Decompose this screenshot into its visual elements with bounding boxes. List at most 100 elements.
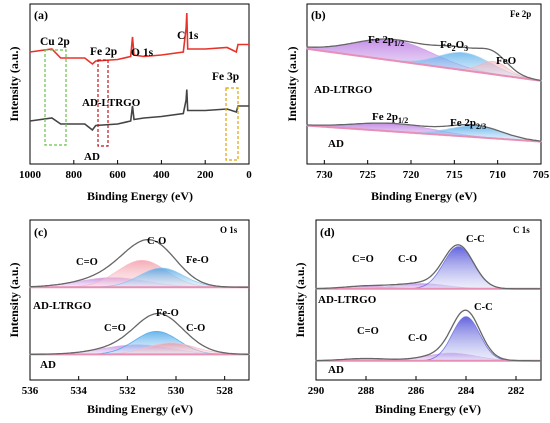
panel-d-frame bbox=[315, 219, 542, 381]
ann-b-feo: FeO bbox=[496, 55, 517, 67]
ann-d-co-top: C-O bbox=[398, 254, 417, 265]
fe3p-region-box bbox=[225, 87, 239, 161]
panel-b: (b) Fe 2p 730 725 720 715 710 705 Fe 2p1/2 Fe… bbox=[285, 3, 550, 203]
fit-baseline bbox=[306, 47, 542, 82]
panel-b-top-fit bbox=[306, 38, 542, 82]
ann-b-fe2p23: Fe 2p2/3 bbox=[450, 117, 486, 131]
x-tick-label: 530 bbox=[168, 385, 185, 397]
x-tick-label: 0 bbox=[246, 169, 252, 181]
panel-d-xlabel: Binding Energy (eV) bbox=[375, 402, 481, 416]
ann-c-ad: AD bbox=[40, 359, 56, 371]
fit-envelope bbox=[315, 244, 541, 290]
series-line-ad-ltrgo bbox=[29, 12, 249, 66]
x-tick-label: 725 bbox=[359, 169, 376, 181]
x-tick-label: 532 bbox=[119, 385, 136, 397]
panel-b-x-ticks: 730 725 720 715 710 705 bbox=[316, 160, 550, 181]
panel-a-label: (a) bbox=[34, 8, 48, 22]
x-tick-label: 284 bbox=[458, 385, 475, 397]
x-tick-label: 400 bbox=[153, 169, 170, 181]
panel-c-bottom-fit bbox=[29, 312, 250, 356]
series-line-ad bbox=[29, 89, 249, 132]
panel-c-title: O 1s bbox=[220, 225, 238, 235]
ann-fe3p: Fe 3p bbox=[212, 71, 239, 83]
fit-baseline bbox=[306, 124, 542, 143]
ann-d-co-bot: C-O bbox=[408, 333, 427, 344]
ann-ad: AD bbox=[84, 151, 100, 163]
panel-d-title: C 1s bbox=[513, 225, 530, 235]
ann-c-ad-ltrgo: AD-LTRGO bbox=[33, 300, 92, 312]
x-tick-label: 600 bbox=[109, 169, 126, 181]
panel-c-frame bbox=[29, 219, 250, 381]
panel-c-xlabel: Binding Energy (eV) bbox=[87, 402, 193, 416]
x-tick-label: 200 bbox=[197, 169, 214, 181]
panel-b-title: Fe 2p bbox=[510, 9, 531, 19]
panel-d-ylabel: Intensity (a.u.) bbox=[293, 262, 307, 337]
ann-b-ad-ltrgo: AD-LTRGO bbox=[314, 84, 373, 96]
panel-c-top-fit bbox=[29, 238, 249, 289]
x-tick-label: 705 bbox=[533, 169, 550, 181]
panel-a-xlabel: Binding Energy (eV) bbox=[87, 189, 193, 203]
ann-c-feo-top: Fe-O bbox=[186, 255, 209, 266]
ann-d-cc-bot: C-C bbox=[474, 302, 493, 313]
panel-a: (a) 1000 800 600 400 200 0 Cu 2p Fe 2p O 1s C… bbox=[7, 3, 252, 203]
fit-envelope bbox=[30, 312, 249, 355]
ann-d-ad-ltrgo: AD-LTRGO bbox=[318, 294, 377, 306]
ann-c-co-top: C-O bbox=[147, 236, 166, 247]
ann-ad-ltrgo: AD-LTRGO bbox=[82, 97, 141, 109]
ann-b-ad: AD bbox=[328, 138, 344, 150]
panel-b-ylabel: Intensity (a.u.) bbox=[285, 46, 299, 121]
ann-fe2p: Fe 2p bbox=[90, 46, 117, 58]
ann-d-ad: AD bbox=[328, 364, 344, 376]
panel-d-x-ticks: 290 288 286 284 282 bbox=[308, 376, 525, 397]
x-tick-label: 710 bbox=[489, 169, 506, 181]
ann-d-co-dbl-bot: C=O bbox=[357, 326, 379, 337]
x-tick-label: 290 bbox=[308, 385, 325, 397]
x-tick-label: 800 bbox=[66, 169, 83, 181]
ann-cu2p: Cu 2p bbox=[40, 36, 70, 48]
x-tick-label: 720 bbox=[403, 169, 420, 181]
x-tick-label: 715 bbox=[446, 169, 463, 181]
x-tick-label: 730 bbox=[316, 169, 333, 181]
x-tick-label: 286 bbox=[408, 385, 425, 397]
ann-o1s: O 1s bbox=[131, 47, 154, 59]
x-tick-label: 528 bbox=[216, 385, 233, 397]
panel-a-ylabel: Intensity (a.u.) bbox=[7, 46, 21, 121]
ann-d-cc-top: C-C bbox=[466, 234, 485, 245]
panel-d-bottom-fit bbox=[315, 309, 541, 362]
fit-envelope bbox=[306, 122, 542, 142]
panel-a-frame bbox=[29, 3, 250, 165]
x-tick-label: 536 bbox=[22, 385, 39, 397]
panel-d-label: (d) bbox=[320, 225, 335, 239]
ann-b-fe2p12-top: Fe 2p1/2 bbox=[368, 34, 404, 48]
x-tick-label: 534 bbox=[70, 385, 87, 397]
panel-c: (c) O 1s 536 534 532 530 528 C=O C-O Fe-O C=… bbox=[7, 219, 250, 416]
ann-c-co-bot: C-O bbox=[186, 323, 205, 334]
ann-c-feo-bot: Fe-O bbox=[156, 308, 179, 319]
fit-peak-c-c bbox=[316, 246, 541, 290]
panel-d: (d) C 1s 290 288 286 284 282 C=O C-O C-C C=O… bbox=[293, 219, 542, 416]
panel-b-bottom-fit bbox=[306, 122, 542, 143]
cu2p-region-box bbox=[44, 49, 67, 146]
panel-b-xlabel: Binding Energy (eV) bbox=[371, 189, 477, 203]
fit-envelope bbox=[316, 309, 541, 362]
panel-d-top-fit bbox=[315, 244, 541, 290]
panel-a-series bbox=[29, 12, 249, 132]
ann-c-co-dbl-bot: C=O bbox=[104, 323, 126, 334]
ann-d-co-dbl-top: C=O bbox=[352, 254, 374, 265]
x-tick-label: 1000 bbox=[19, 169, 42, 181]
fit-envelope bbox=[306, 38, 542, 82]
fe2p-region-box bbox=[97, 59, 109, 147]
x-tick-label: 282 bbox=[508, 385, 525, 397]
panel-b-frame bbox=[306, 3, 542, 165]
fit-envelope bbox=[29, 238, 249, 288]
panel-c-label: (c) bbox=[34, 225, 47, 239]
panel-a-x-ticks: 1000 800 600 400 200 0 bbox=[19, 160, 252, 181]
panel-c-x-ticks: 536 534 532 530 528 bbox=[22, 376, 233, 397]
ann-b-fe2p12-bot: Fe 2p1/2 bbox=[372, 111, 408, 125]
panel-b-label: (b) bbox=[311, 8, 326, 22]
panel-c-ylabel: Intensity (a.u.) bbox=[7, 262, 21, 337]
ann-b-fe2o3: Fe2O3 bbox=[440, 39, 468, 53]
ann-c1s: C 1s bbox=[177, 30, 199, 42]
x-tick-label: 288 bbox=[358, 385, 375, 397]
